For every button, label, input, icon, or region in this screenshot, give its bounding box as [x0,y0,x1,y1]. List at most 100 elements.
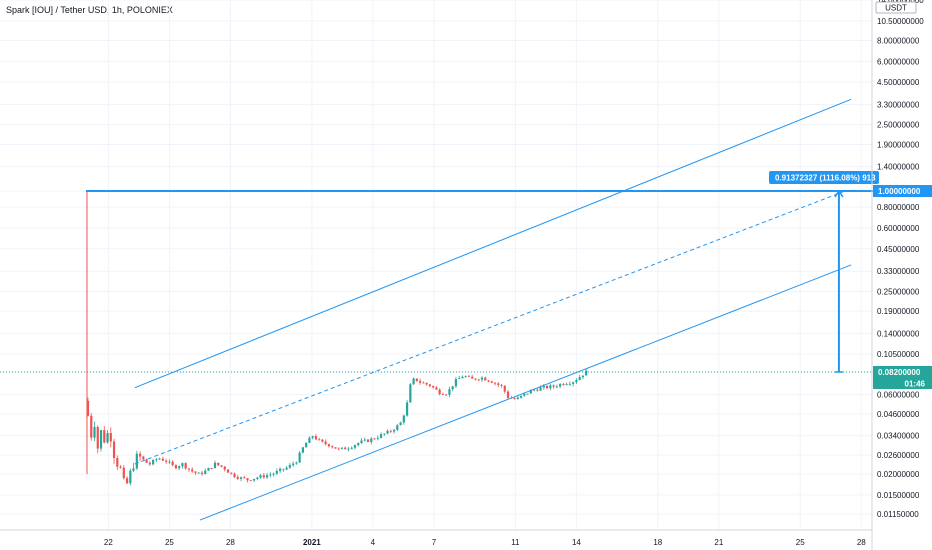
candle-body [223,466,226,470]
y-tick-label: 3.30000000 [877,101,920,110]
candle-body [184,463,187,469]
candle-body [425,382,428,385]
candle-body [438,389,441,395]
candle-body [497,383,500,385]
candle-body [370,438,373,442]
measure-arrow-icon [834,189,844,198]
candle-body [331,446,334,448]
y-tick-label: 4.50000000 [877,78,920,87]
level-tag-box [873,185,932,197]
candle-body [454,379,458,387]
candle-body [477,379,480,381]
currency-badge[interactable] [875,1,917,14]
candle-body [327,444,331,447]
y-tick-label: 0.01150000 [877,510,919,519]
candle-body [321,439,324,442]
candle-body [519,395,523,398]
candle-body [262,475,265,478]
x-tick-label: 7 [432,538,437,547]
candle-body [106,433,109,443]
candle-body [523,393,526,396]
y-tick-label: 0.80000000 [877,203,920,212]
candle-body [464,376,467,378]
candle-body [135,453,138,469]
candle-body [376,437,379,439]
drawings[interactable]: 0.91372327 (1116.08%) 913 [0,98,882,521]
x-tick-label: 25 [165,538,174,547]
candle-body [90,415,93,438]
candle-body [484,377,487,381]
candle-body [532,389,536,391]
candle-body [572,382,575,384]
candle-body [152,459,155,465]
candle-body [292,463,295,466]
candle-body [549,385,552,389]
y-axis-ticks: 14.0000000010.500000008.000000006.000000… [877,0,924,519]
candle-body [344,447,347,450]
candle-body [415,378,418,381]
candle-body [536,389,539,391]
candle-body [161,458,164,461]
candle-body [256,477,259,479]
candle-body [461,376,464,379]
candle-body [275,470,278,474]
candle-body [513,398,516,400]
candle-body [529,390,532,394]
candle-body [539,387,542,391]
candle-body [379,434,383,438]
candle-body [272,473,275,475]
candle-body [324,441,327,445]
y-tick-label: 0.03400000 [877,432,920,441]
x-tick-label: 2021 [303,538,321,547]
candle-body [213,462,217,469]
candle-body [360,440,363,444]
candle-body [392,429,396,432]
candle-body [148,462,151,465]
candle-body [337,448,340,450]
candle-body [194,471,197,473]
x-tick-label: 22 [104,538,113,547]
currency-label: USDT [885,4,907,13]
candle-body [129,470,132,484]
candle-body [138,453,142,457]
candle-body [575,380,578,383]
candle-body [445,394,448,396]
candle-body [353,445,357,448]
candle-body [265,475,269,478]
candle-body [565,384,568,385]
candle-body [409,384,412,403]
candle-body [516,397,519,400]
candle-body [171,461,174,466]
candle-body [301,447,304,453]
candle-body [174,465,178,469]
candle-body [458,378,461,380]
y-tick-label: 0.45000000 [877,245,920,254]
y-tick-label: 0.25000000 [877,287,920,296]
candle-body [350,447,353,449]
candle-body [197,472,200,474]
candle-body [233,473,236,478]
candle-body [103,430,106,443]
candle-body [347,448,350,450]
candle-body [334,447,337,449]
candle-body [308,437,311,443]
candle-body [243,477,246,479]
candle-body [246,478,249,481]
candle-body [487,380,490,382]
candle-body [422,382,425,384]
x-tick-label: 11 [511,538,520,547]
candle-body [435,387,438,390]
candle-body [578,377,581,381]
x-tick-label: 28 [226,538,235,547]
candle-body [298,452,301,463]
candle-body [412,378,415,385]
candle-body [467,376,471,378]
y-tick-label: 0.01500000 [877,491,920,500]
y-tick-label: 2.50000000 [877,121,920,130]
candle-body [207,468,210,471]
candle-body [165,460,168,462]
candle-body [493,382,497,384]
candle-body [109,433,112,442]
candle-body [389,430,392,432]
